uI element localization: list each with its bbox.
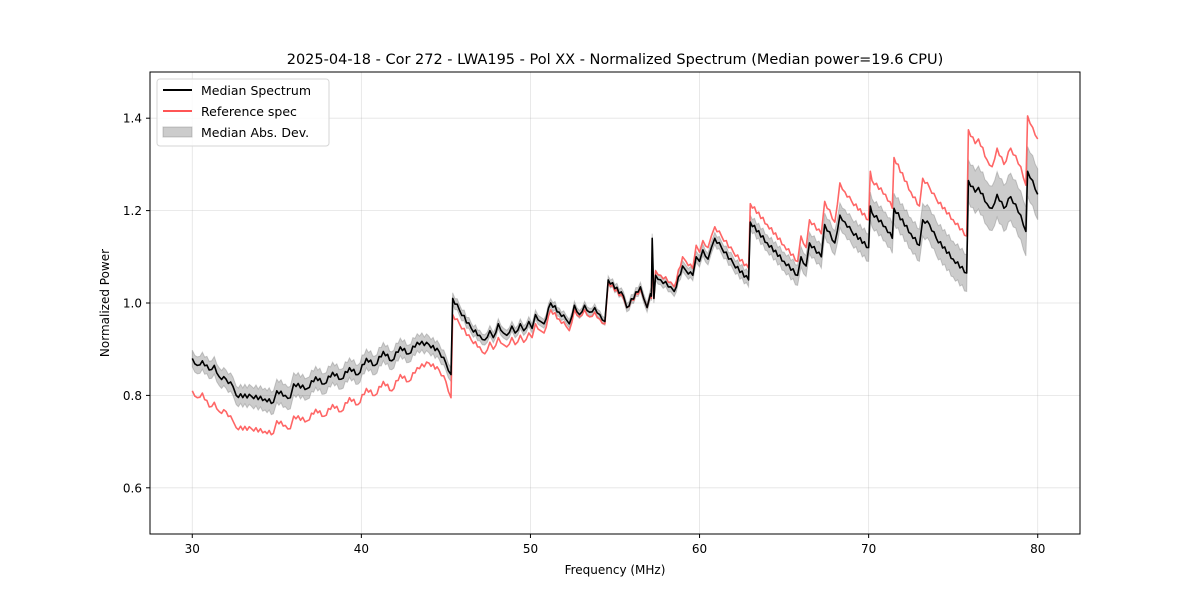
y-tick-label: 1.4 bbox=[123, 112, 142, 126]
legend-median-spectrum-label: Median Spectrum bbox=[201, 83, 311, 98]
y-axis-ticks: 0.6 0.8 1.0 1.2 1.4 bbox=[123, 112, 150, 495]
x-axis-ticks: 30 40 50 60 70 80 bbox=[185, 534, 1045, 556]
reference-spec-line bbox=[191, 115, 1039, 436]
x-tick-label: 60 bbox=[692, 542, 707, 556]
y-tick-label: 1.2 bbox=[123, 204, 142, 218]
y-tick-label: 0.6 bbox=[123, 481, 142, 495]
grid-lines bbox=[150, 72, 1080, 534]
x-axis-label: Frequency (MHz) bbox=[565, 563, 666, 577]
x-tick-label: 40 bbox=[354, 542, 369, 556]
legend-mad-label: Median Abs. Dev. bbox=[201, 125, 309, 140]
y-tick-label: 0.8 bbox=[123, 389, 142, 403]
y-tick-label: 1.0 bbox=[123, 297, 142, 311]
legend-reference-spec-label: Reference spec bbox=[201, 104, 297, 119]
y-axis-label: Normalized Power bbox=[98, 249, 112, 357]
x-tick-label: 70 bbox=[861, 542, 876, 556]
plot-area bbox=[191, 115, 1039, 436]
chart-title: 2025-04-18 - Cor 272 - LWA195 - Pol XX -… bbox=[287, 52, 944, 68]
x-tick-label: 50 bbox=[523, 542, 538, 556]
legend-box bbox=[156, 78, 330, 147]
median-spectrum-line bbox=[191, 170, 1039, 405]
legend-mad-band-swatch bbox=[162, 126, 193, 138]
x-tick-label: 30 bbox=[185, 542, 200, 556]
median-abs-dev-band bbox=[191, 146, 1039, 416]
x-tick-label: 80 bbox=[1030, 542, 1045, 556]
legend: Median Spectrum Reference spec Median Ab… bbox=[156, 78, 330, 147]
